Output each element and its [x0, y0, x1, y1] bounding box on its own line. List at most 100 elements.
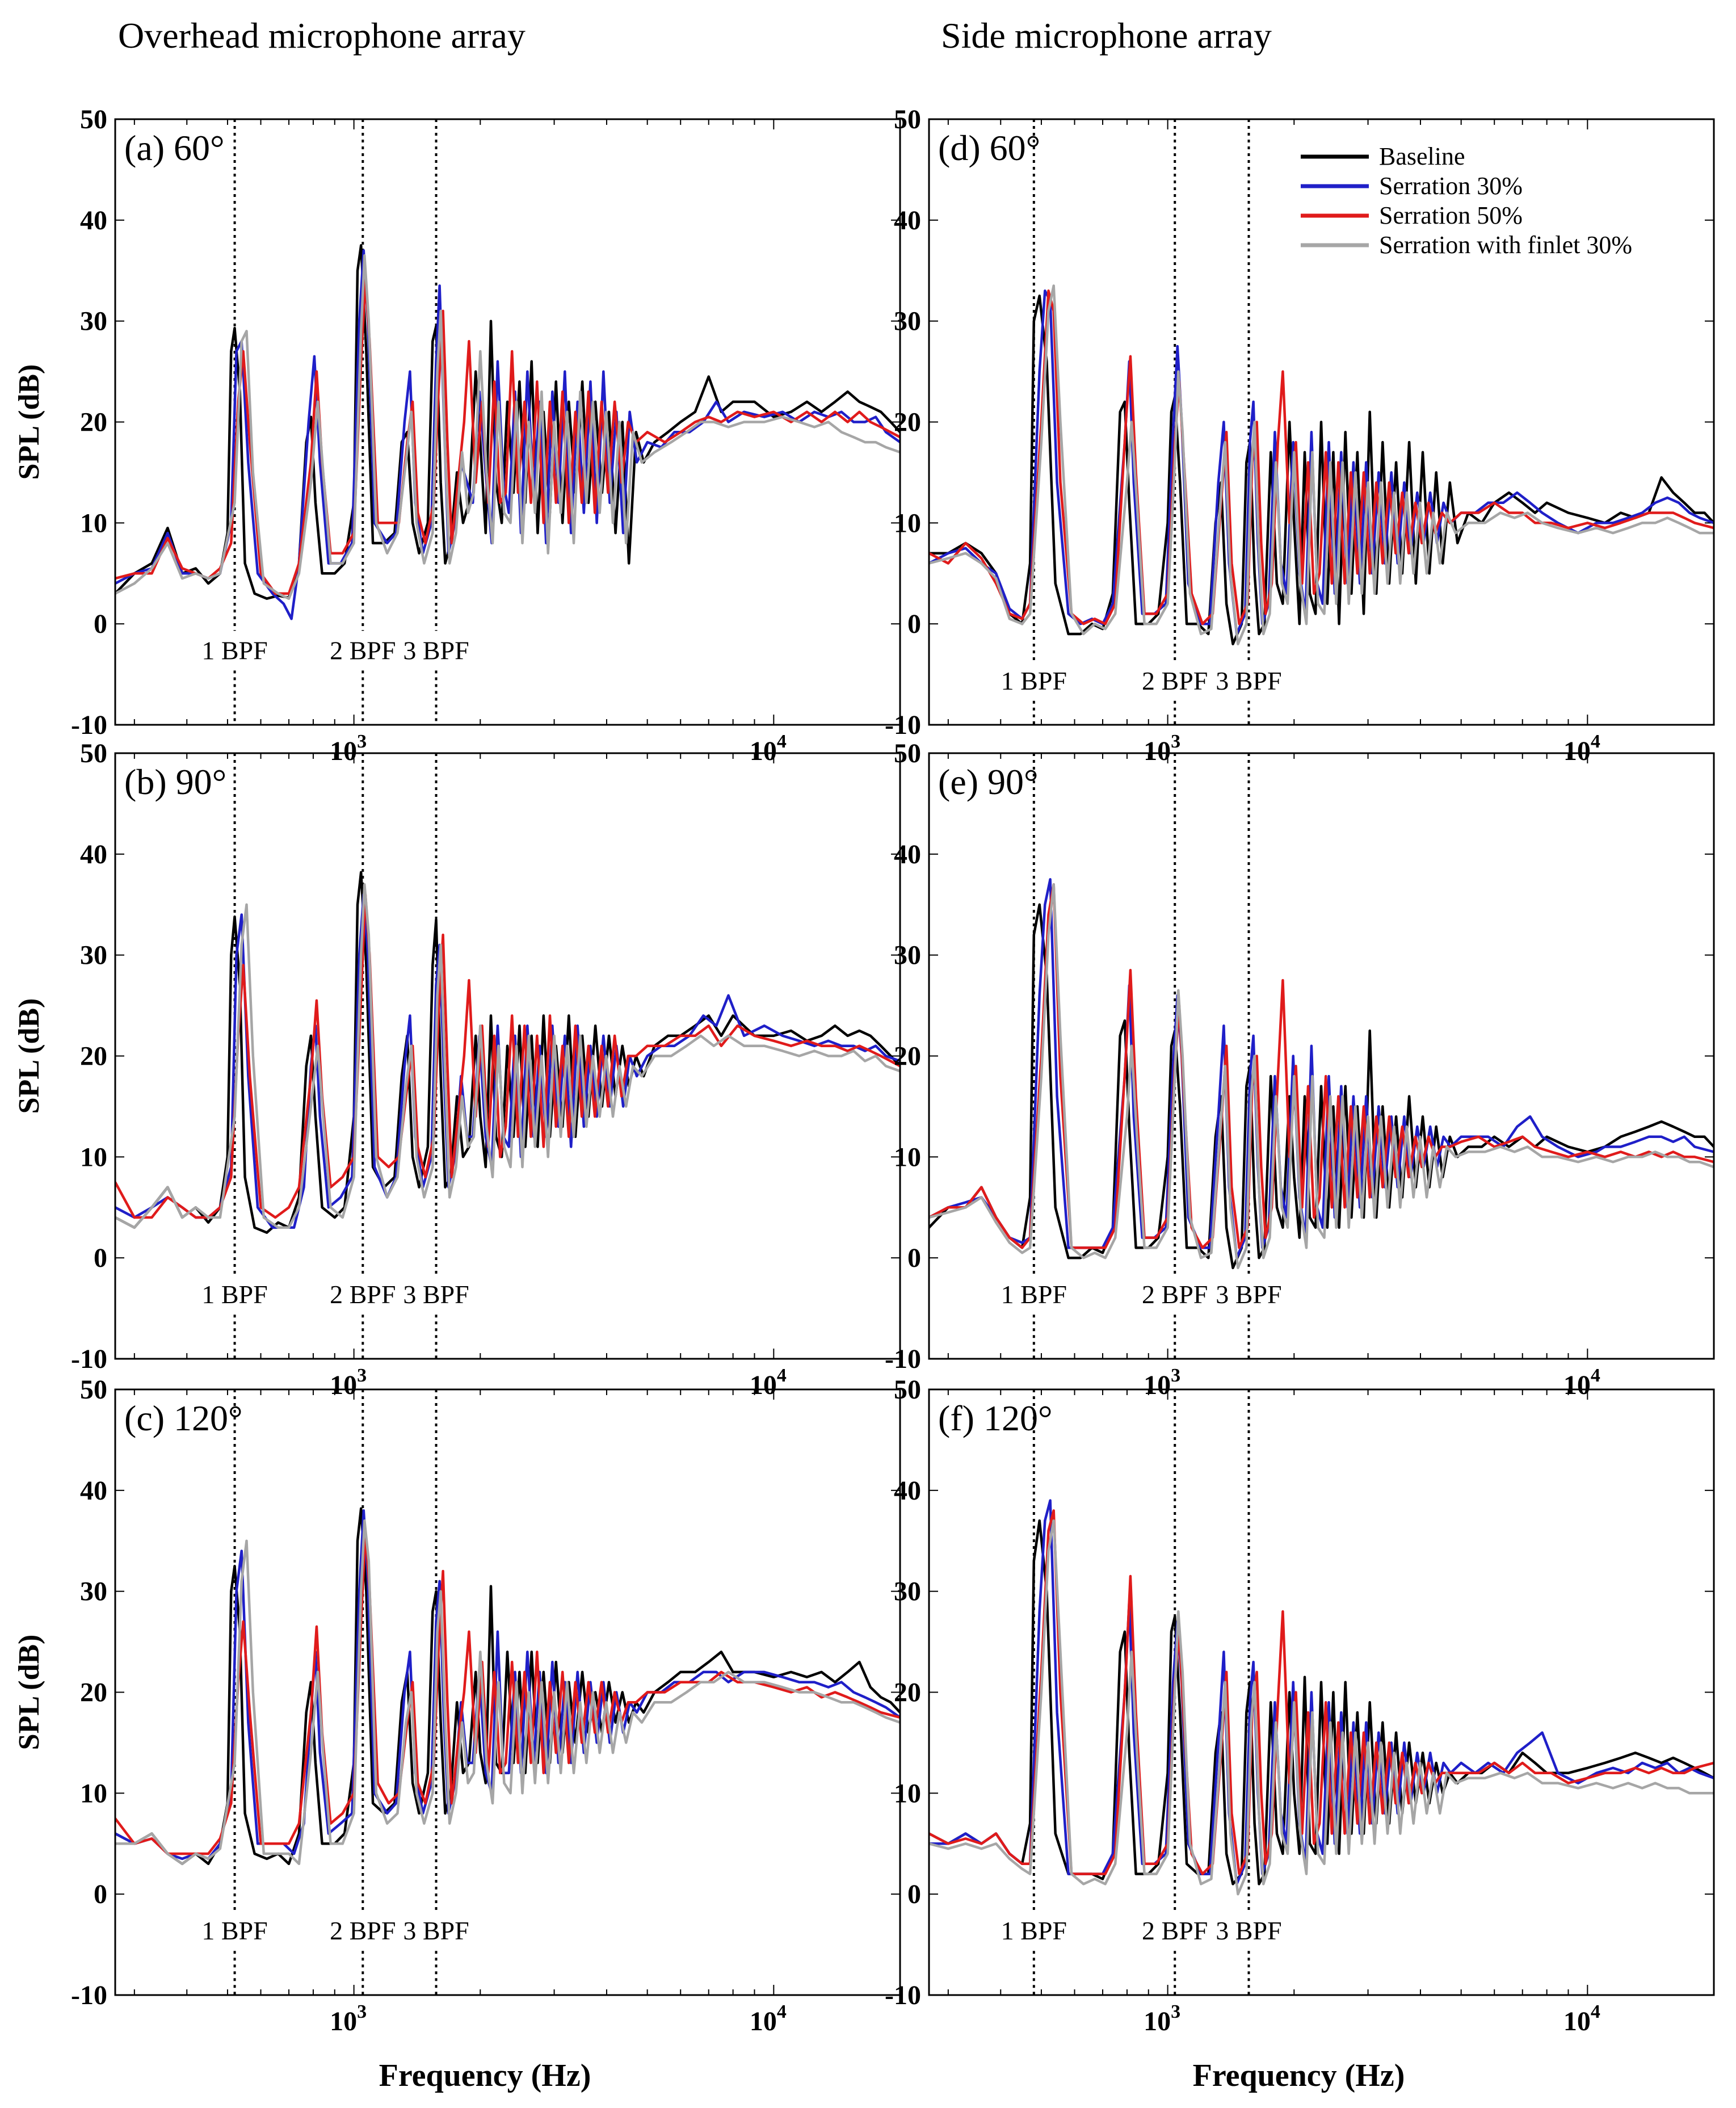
series-baseline — [115, 244, 900, 600]
y-tick-label: 20 — [80, 408, 107, 438]
x-tick-label: 104 — [750, 2001, 787, 2036]
bpf-label-3: 3 BPF — [1216, 1916, 1281, 1945]
y-tick-label: 50 — [894, 1375, 921, 1405]
bpf-label-3: 3 BPF — [403, 1280, 469, 1309]
bpf-label-2: 2 BPF — [330, 1916, 396, 1945]
series-serration-30- — [115, 1509, 900, 1861]
x-tick-label: 103 — [330, 1365, 367, 1400]
panel-label: (a) 60° — [124, 128, 225, 168]
legend-entry-2: Serration 30% — [1379, 172, 1523, 200]
x-tick-label: 104 — [1563, 731, 1600, 766]
x-tick-exponent: 4 — [777, 731, 787, 752]
y-axis-label: SPL (dB) — [13, 1635, 45, 1750]
y-tick-label: -10 — [885, 1980, 921, 2010]
series-serration-with-finlet-30- — [115, 883, 900, 1229]
y-tick-label: 50 — [80, 738, 107, 769]
series-baseline — [929, 1519, 1714, 1886]
y-tick-label: 10 — [894, 1142, 921, 1172]
bpf-label-1: 1 BPF — [201, 1280, 267, 1309]
plot-frame — [114, 118, 901, 726]
y-tick-label: 50 — [80, 1375, 107, 1405]
x-tick-exponent: 3 — [357, 2001, 367, 2022]
y-tick-label: 0 — [94, 1243, 107, 1273]
bpf-label-3: 3 BPF — [403, 1916, 469, 1945]
bpf-label-2: 2 BPF — [1142, 1280, 1208, 1309]
x-tick-base: 10 — [1144, 1370, 1171, 1400]
bpf-label-3: 3 BPF — [403, 636, 469, 665]
y-tick-label: 20 — [80, 1042, 107, 1072]
bpf-label-1: 1 BPF — [201, 636, 267, 665]
panel-label: (d) 60° — [938, 128, 1040, 168]
y-tick-label: 20 — [894, 1678, 921, 1708]
x-tick-label: 104 — [1563, 2001, 1600, 2036]
series-serration-50- — [929, 289, 1714, 625]
bpf-label-2: 2 BPF — [1142, 1916, 1208, 1945]
x-tick-exponent: 4 — [777, 1365, 787, 1386]
x-tick-base: 10 — [750, 736, 777, 766]
series-serration-with-finlet-30- — [929, 883, 1714, 1270]
y-tick-label: 50 — [80, 104, 107, 135]
x-tick-base: 10 — [1563, 736, 1591, 766]
y-tick-label: 0 — [94, 1879, 107, 1909]
plot-frame — [114, 1388, 901, 1996]
y-tick-label: 40 — [80, 205, 107, 236]
y-tick-label: 30 — [894, 940, 921, 971]
bpf-label-2: 2 BPF — [1142, 666, 1208, 695]
bpf-label-1: 1 BPF — [1001, 1280, 1067, 1309]
x-tick-exponent: 4 — [777, 2001, 787, 2022]
y-tick-label: 50 — [894, 738, 921, 769]
series-group — [929, 1499, 1714, 1896]
x-tick-base: 10 — [750, 1370, 777, 1400]
plot-frame — [928, 118, 1715, 726]
y-tick-label: 20 — [80, 1678, 107, 1708]
y-tick-label: -10 — [71, 1980, 107, 2010]
y-tick-label: 40 — [80, 839, 107, 870]
x-tick-base: 10 — [750, 2006, 777, 2036]
bpf-label-3: 3 BPF — [1216, 1280, 1281, 1309]
plot-frame — [114, 752, 901, 1360]
x-tick-label: 103 — [1144, 1365, 1180, 1400]
panel-label: (c) 120° — [124, 1398, 243, 1438]
series-serration-with-finlet-30- — [929, 1519, 1714, 1896]
y-tick-label: -10 — [885, 1344, 921, 1374]
y-axis-label: SPL (dB) — [13, 998, 45, 1114]
y-tick-label: 30 — [80, 1577, 107, 1607]
panel-label: (e) 90° — [938, 762, 1039, 802]
series-group — [115, 871, 900, 1234]
y-tick-label: 20 — [894, 1042, 921, 1072]
x-axis-label: Frequency (Hz) — [379, 2058, 591, 2093]
y-tick-label: 0 — [907, 609, 921, 639]
x-tick-label: 103 — [1144, 731, 1180, 766]
series-group — [929, 284, 1714, 645]
x-tick-label: 103 — [1144, 2001, 1180, 2036]
y-tick-label: -10 — [71, 1344, 107, 1374]
bpf-label-3: 3 BPF — [1216, 666, 1281, 695]
x-tick-label: 104 — [750, 731, 787, 766]
series-group — [115, 1507, 900, 1866]
plot-frame — [928, 752, 1715, 1360]
y-tick-label: 30 — [80, 940, 107, 971]
bpf-label-1: 1 BPF — [1001, 1916, 1067, 1945]
legend-entry-1: Baseline — [1379, 142, 1465, 170]
panel-label: (f) 120° — [938, 1398, 1053, 1438]
x-tick-exponent: 3 — [1171, 731, 1180, 752]
x-tick-label: 103 — [330, 731, 367, 766]
bpf-label-1: 1 BPF — [1001, 666, 1067, 695]
y-tick-label: 30 — [894, 1577, 921, 1607]
x-tick-exponent: 4 — [1591, 2001, 1600, 2022]
panel-label: (b) 90° — [124, 762, 226, 802]
y-tick-label: 50 — [894, 104, 921, 135]
x-tick-base: 10 — [330, 2006, 357, 2036]
series-serration-with-finlet-30- — [929, 284, 1714, 645]
series-group — [115, 244, 900, 620]
y-tick-label: 0 — [907, 1243, 921, 1273]
y-tick-label: 40 — [894, 839, 921, 870]
y-tick-label: 10 — [80, 508, 107, 538]
